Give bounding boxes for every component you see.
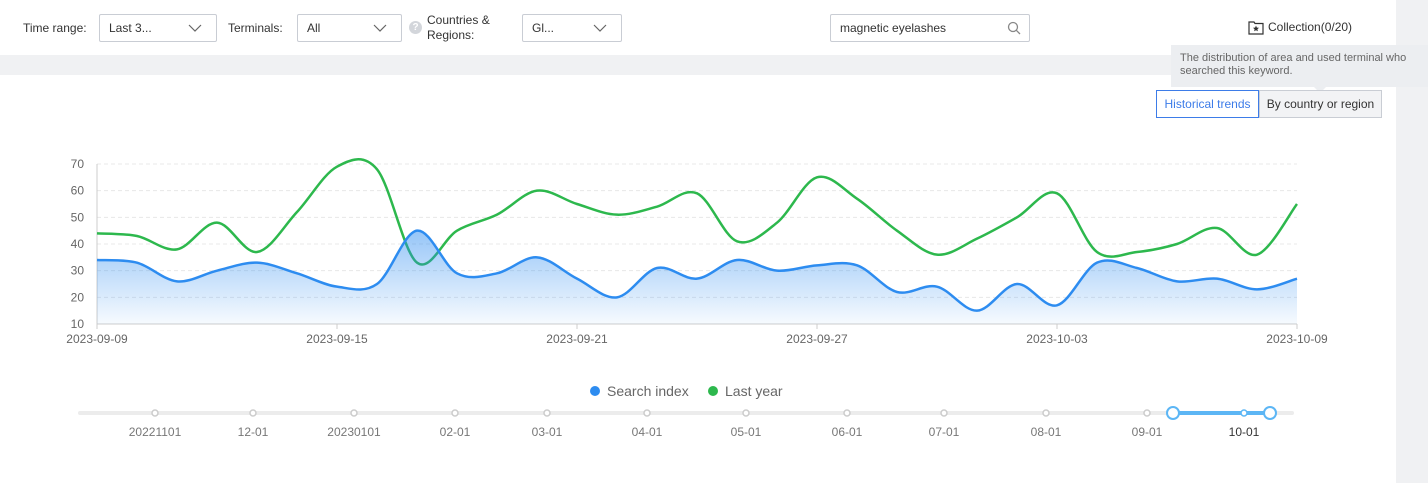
slider-tick-label: 03-01 (532, 425, 563, 439)
slider-tick (742, 409, 750, 417)
x-tick-label: 2023-10-03 (1026, 332, 1088, 346)
slider-tick (543, 409, 551, 417)
slider-tick-label: 10-01 (1229, 425, 1260, 439)
collection-label: Collection(0/20) (1268, 20, 1353, 34)
slider-tick-label: 20230101 (327, 425, 381, 439)
help-icon[interactable]: ? (409, 21, 422, 34)
series-area-search-index (97, 230, 1297, 324)
slider-tick (451, 409, 459, 417)
slider-tick (643, 409, 651, 417)
chevron-down-icon (188, 24, 202, 32)
y-tick-label: 10 (71, 317, 85, 331)
x-tick-label: 2023-09-15 (306, 332, 368, 346)
slider-tick-label: 07-01 (929, 425, 960, 439)
legend-dot-last-year (708, 386, 718, 396)
tooltip-line-2: searched this keyword. (1180, 65, 1293, 77)
time-range-label: Time range: (23, 21, 87, 35)
slider-tick-label: 05-01 (731, 425, 762, 439)
search-icon[interactable] (1007, 21, 1021, 35)
x-tick-label: 2023-10-09 (1266, 332, 1328, 346)
countries-label-line2: Regions: (427, 28, 475, 42)
countries-label-line1: Countries & (427, 13, 490, 27)
slider-tick-label: 20221101 (129, 425, 182, 439)
trend-chart: 10 20 30 40 50 60 70 2023-09-09 2023-09-15 2023-0… (66, 157, 1328, 346)
legend-item-last-year[interactable]: Last year (708, 383, 783, 399)
y-tick-label: 20 (71, 290, 85, 304)
time-range-select[interactable]: Last 3... (99, 14, 217, 42)
slider-tick (1143, 409, 1151, 417)
tab-by-country-or-region[interactable]: By country or region (1259, 90, 1382, 118)
y-tick-label: 40 (71, 237, 85, 251)
slider-tick (151, 409, 159, 417)
x-tick-label: 2023-09-21 (546, 332, 608, 346)
y-tick-label: 70 (71, 157, 85, 171)
slider-tick-label: 02-01 (440, 425, 471, 439)
slider-tick (843, 409, 851, 417)
collection-button[interactable]: Collection(0/20) (1248, 18, 1352, 36)
y-tick-label: 50 (71, 210, 85, 224)
slider-tick (249, 409, 257, 417)
slider-tick (350, 409, 358, 417)
slider-tick-label: 09-01 (1132, 425, 1163, 439)
tooltip-line-1: The distribution of area and used termin… (1180, 52, 1407, 64)
slider-tick-label: 04-01 (632, 425, 663, 439)
terminals-label: Terminals: (228, 21, 283, 35)
filter-bar: Time range: Last 3... Terminals: All ? C… (0, 0, 1396, 55)
legend-label-last-year: Last year (725, 383, 783, 399)
x-tick-label: 2023-09-09 (66, 332, 128, 346)
y-tick-label: 60 (71, 184, 85, 198)
keyword-search-input[interactable] (831, 15, 1001, 41)
slider-handle-end[interactable] (1263, 406, 1277, 420)
keyword-search-box (830, 14, 1030, 42)
chevron-down-icon (373, 24, 387, 32)
terminals-value: All (307, 21, 321, 35)
time-range-slider[interactable]: 20221101 12-01 20230101 02-01 03-01 04-01 05-0… (0, 400, 1396, 445)
legend-dot-search-index (590, 386, 600, 396)
slider-tick (1042, 409, 1050, 417)
star-folder-icon (1248, 20, 1264, 35)
slider-tick-label: 08-01 (1031, 425, 1062, 439)
slider-tick-label: 12-01 (238, 425, 269, 439)
slider-tick-label: 06-01 (832, 425, 863, 439)
x-tick-label: 2023-09-27 (786, 332, 848, 346)
countries-select[interactable]: Gl... (522, 14, 622, 42)
slider-tick (940, 409, 948, 417)
slider-handle-start[interactable] (1166, 406, 1180, 420)
series-line-search-index (96, 229, 1298, 312)
slider-tick (1240, 409, 1248, 417)
countries-value: Gl... (532, 21, 555, 35)
time-range-value: Last 3... (109, 21, 152, 35)
legend-item-search-index[interactable]: Search index (590, 383, 689, 399)
chevron-down-icon (593, 24, 607, 32)
series-line-last-year (96, 158, 1299, 266)
info-tooltip: The distribution of area and used termin… (1171, 45, 1428, 87)
tab-historical-trends[interactable]: Historical trends (1156, 90, 1259, 118)
terminals-select[interactable]: All (297, 14, 402, 42)
section-divider (0, 55, 1396, 75)
y-tick-label: 30 (71, 264, 85, 278)
legend-label-search-index: Search index (607, 383, 689, 399)
